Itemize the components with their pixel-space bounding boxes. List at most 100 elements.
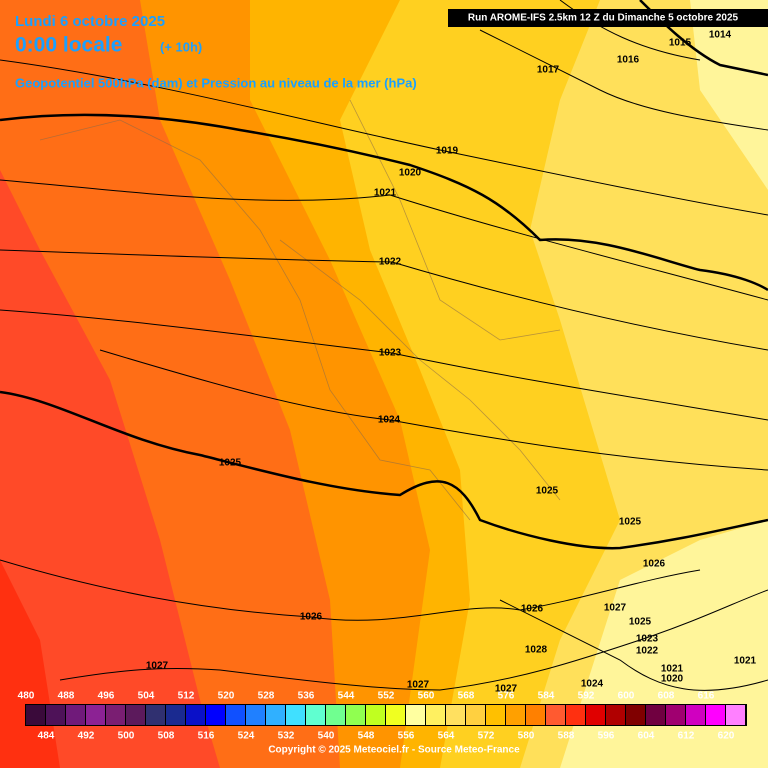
scale-label: 540 — [318, 731, 335, 742]
scale-label: 600 — [618, 691, 635, 702]
isobar-label: 1023 — [379, 348, 402, 359]
scale-swatch — [506, 705, 525, 725]
isobar-label: 1017 — [537, 65, 560, 76]
field-band — [0, 170, 220, 768]
scale-swatch — [46, 705, 65, 725]
scale-swatch — [26, 705, 45, 725]
scale-swatch — [226, 705, 245, 725]
scale-label: 560 — [418, 691, 435, 702]
scale-swatch — [386, 705, 405, 725]
isobar — [0, 179, 768, 301]
isobar-label: 1028 — [525, 645, 548, 656]
run-info: Run AROME-IFS 2.5km 12 Z du Dimanche 5 o… — [468, 13, 739, 24]
scale-label: 496 — [98, 691, 115, 702]
scale-swatch — [86, 705, 105, 725]
isobar — [499, 599, 768, 691]
scale-label: 564 — [438, 731, 455, 742]
scale-label: 592 — [578, 691, 595, 702]
isobar-label: 1027 — [495, 684, 518, 695]
scale-swatch — [566, 705, 585, 725]
isobar-label: 1025 — [536, 486, 559, 497]
scale-swatch — [726, 705, 745, 725]
scale-label: 620 — [718, 731, 735, 742]
border-line — [279, 239, 561, 501]
scale-swatch — [326, 705, 345, 725]
scale-label: 516 — [198, 731, 215, 742]
scale-swatch — [346, 705, 365, 725]
isobar-label: 1019 — [436, 146, 459, 157]
scale-swatch — [706, 705, 725, 725]
scale-swatch — [686, 705, 705, 725]
isobar-label: 1020 — [661, 674, 684, 685]
scale-label: 524 — [238, 731, 255, 742]
isobar-1015 — [639, 0, 768, 77]
scale-swatch — [626, 705, 645, 725]
isobar — [0, 59, 768, 216]
scale-swatch — [446, 705, 465, 725]
scale-swatch — [266, 705, 285, 725]
isobar-label: 1027 — [146, 661, 169, 672]
scale-label: 580 — [518, 731, 535, 742]
scale-label: 504 — [138, 691, 155, 702]
date: Lundi 6 octobre 2025 — [15, 13, 165, 30]
isobar-label: 1014 — [709, 30, 732, 41]
isobar-label: 1021 — [734, 656, 757, 667]
isobars — [0, 0, 768, 691]
scale-swatch — [606, 705, 625, 725]
isobar-1020 — [0, 113, 768, 292]
scale-label: 612 — [678, 731, 695, 742]
scale-swatch — [306, 705, 325, 725]
scale-label: 480 — [18, 691, 35, 702]
isobar — [59, 589, 768, 691]
scale-label: 508 — [158, 731, 175, 742]
scale-label: 552 — [378, 691, 395, 702]
scale-label: 616 — [698, 691, 715, 702]
border-line — [349, 99, 561, 341]
borders — [39, 99, 561, 521]
isobar-label: 1022 — [636, 646, 659, 657]
scale-swatch — [246, 705, 265, 725]
isobar-label: 1025 — [219, 458, 242, 469]
scale-swatch — [206, 705, 225, 725]
isobar — [0, 309, 768, 421]
scale-label: 608 — [658, 691, 675, 702]
scale-swatch — [186, 705, 205, 725]
scale-label: 556 — [398, 731, 415, 742]
time: 0:00 locale — [15, 34, 122, 57]
subtitle: Geopotentiel 500hPa (dam) et Pression au… — [15, 75, 417, 90]
isobar-label: 1027 — [604, 603, 627, 614]
offset: (+ 10h) — [160, 39, 202, 54]
isobar-label: 1026 — [521, 604, 544, 615]
scale-label: 488 — [58, 691, 75, 702]
color-scale: 480 484 488 492 496 500 504 508 512 516 520 524 528 5… — [18, 691, 747, 742]
isobar-label: 1025 — [619, 517, 642, 528]
scale-swatch — [106, 705, 125, 725]
isobar-label: 1021 — [374, 188, 397, 199]
isobar-label: 1021 — [661, 664, 684, 675]
scale-swatch — [486, 705, 505, 725]
isobar-label: 1027 — [407, 680, 430, 691]
scale-label: 500 — [118, 731, 135, 742]
isobar — [479, 29, 768, 131]
isobar-label: 1025 — [629, 617, 652, 628]
scale-swatch — [366, 705, 385, 725]
scale-label: 596 — [598, 731, 615, 742]
isobar-label: 1023 — [636, 634, 659, 645]
run-box — [448, 9, 768, 27]
scale-swatch — [166, 705, 185, 725]
scale-label: 548 — [358, 731, 375, 742]
scale-label: 604 — [638, 731, 655, 742]
scale-swatch — [426, 705, 445, 725]
scale-label: 492 — [78, 731, 95, 742]
isobar-label: 1026 — [300, 612, 323, 623]
scale-label: 584 — [538, 691, 555, 702]
scale-label: 576 — [498, 691, 515, 702]
scale-label: 512 — [178, 691, 195, 702]
scale-swatch — [586, 705, 605, 725]
scale-label: 572 — [478, 731, 495, 742]
scale-label: 520 — [218, 691, 235, 702]
isobar-label: 1026 — [643, 559, 666, 570]
scale-label: 536 — [298, 691, 315, 702]
isobar-label: 1015 — [669, 38, 692, 49]
